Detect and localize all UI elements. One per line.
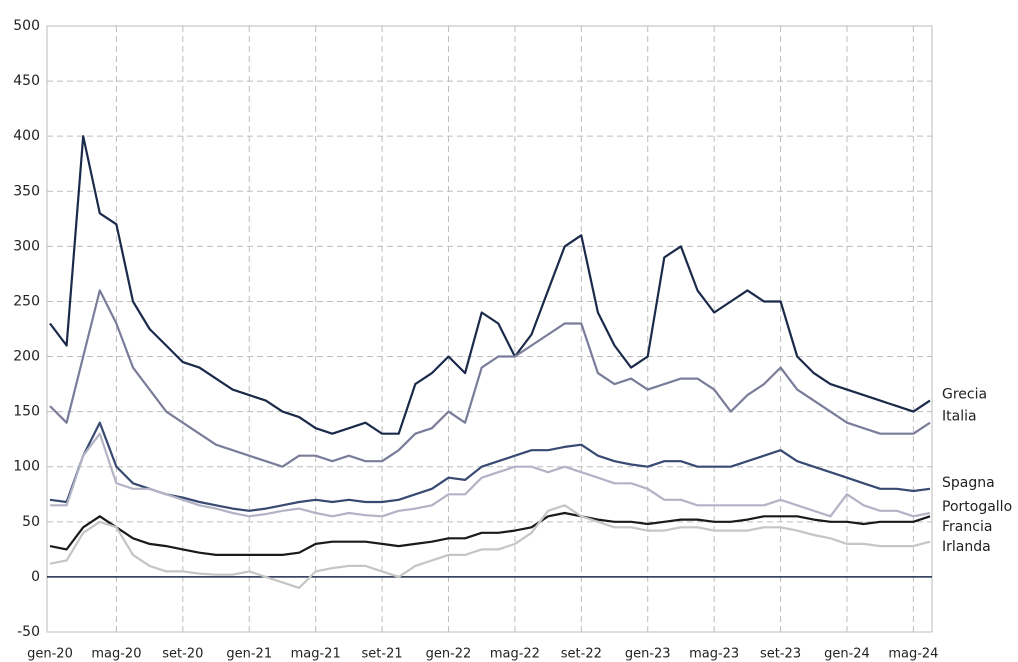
x-tick-label: set-21 [362, 647, 403, 662]
x-tick-label: set-22 [561, 647, 602, 662]
y-tick-label: 350 [13, 183, 40, 199]
x-tick-label: set-20 [162, 647, 203, 662]
x-tick-label: mag-24 [888, 647, 938, 662]
x-tick-label: mag-22 [490, 647, 540, 662]
x-tick-label: gen-24 [824, 647, 870, 662]
legend-label: Portogallo [942, 499, 1012, 515]
x-tick-label: set-23 [760, 647, 801, 662]
series-line [49, 421, 931, 512]
y-tick-label: -50 [17, 624, 40, 640]
y-tick-label: 200 [13, 349, 40, 365]
x-tick-label: gen-23 [625, 647, 671, 662]
x-tick-label: mag-21 [291, 647, 341, 662]
x-tick-label: gen-22 [426, 647, 472, 662]
x-tick-label: mag-20 [91, 647, 141, 662]
y-tick-label: 400 [13, 128, 40, 144]
series-line [49, 504, 931, 589]
x-tick-label: gen-20 [27, 647, 73, 662]
y-tick-label: 50 [22, 514, 40, 530]
y-tick-label: 300 [13, 238, 40, 254]
y-tick-label: 250 [13, 293, 40, 309]
legend-label: Italia [942, 409, 977, 425]
x-tick-label: mag-23 [689, 647, 739, 662]
y-tick-label: 0 [31, 569, 40, 585]
y-tick-label: 500 [13, 18, 40, 34]
series-line [50, 432, 931, 518]
y-tick-label: 100 [13, 459, 40, 475]
y-tick-label: 450 [13, 73, 40, 89]
legend-label: Irlanda [942, 539, 991, 555]
legend-label: Grecia [942, 387, 987, 403]
legend-label: Francia [942, 519, 992, 535]
x-tick-label: gen-21 [226, 647, 272, 662]
series-line [49, 511, 931, 556]
plot-frame [46, 25, 933, 633]
series-line [49, 135, 931, 435]
legend-label: Spagna [942, 475, 995, 491]
y-tick-label: 150 [13, 404, 40, 420]
series-line [49, 289, 931, 468]
